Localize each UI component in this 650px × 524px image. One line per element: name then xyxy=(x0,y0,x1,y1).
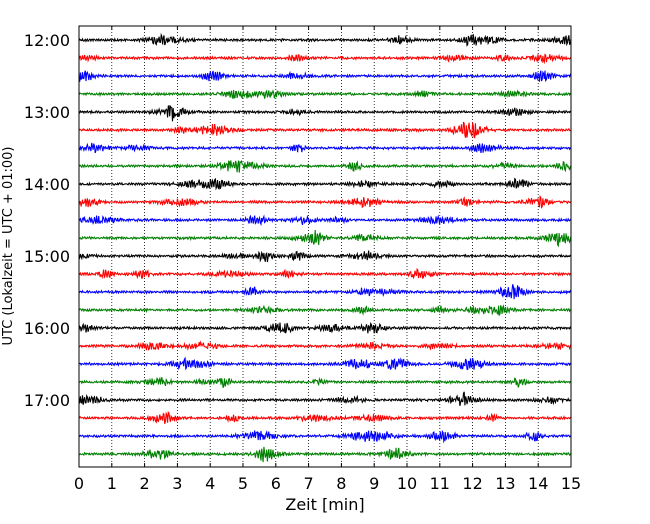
seismic-trace xyxy=(78,229,572,248)
seismic-trace xyxy=(78,391,571,407)
y-tick-label: 13:00 xyxy=(24,103,70,122)
x-tick-label: 2 xyxy=(140,474,150,493)
seismic-trace xyxy=(78,70,572,83)
seismic-trace xyxy=(78,89,572,100)
seismic-trace xyxy=(78,250,571,263)
seismic-trace xyxy=(78,121,572,139)
trace-layer xyxy=(78,32,572,463)
y-tick-label: 15:00 xyxy=(24,247,70,266)
axes-layer: 0 1 2 3 4 5 6 7 8 9 10 11 12 13 14 1512:0013:0014:0015:… xyxy=(24,25,581,493)
x-tick-label: 15 xyxy=(561,474,581,493)
x-tick-label: 14 xyxy=(528,474,548,493)
seismic-trace xyxy=(78,446,572,463)
seismic-trace xyxy=(78,340,572,351)
x-tick-label: 8 xyxy=(336,474,346,493)
x-tick-label: 10 xyxy=(397,474,417,493)
y-tick-label: 14:00 xyxy=(24,175,70,194)
x-tick-label: 13 xyxy=(495,474,515,493)
x-tick-label: 3 xyxy=(172,474,182,493)
seismic-trace xyxy=(78,284,572,300)
seismic-trace xyxy=(78,32,572,47)
seismic-trace xyxy=(78,321,572,334)
seismic-trace xyxy=(78,53,572,65)
seismic-trace xyxy=(78,159,572,173)
seismic-trace xyxy=(78,177,572,191)
x-tick-label: 7 xyxy=(304,474,314,493)
x-tick-label: 1 xyxy=(107,474,117,493)
seismic-trace xyxy=(78,376,572,388)
seismic-trace xyxy=(78,430,572,444)
x-tick-label: 5 xyxy=(238,474,248,493)
y-tick-label: 16:00 xyxy=(24,319,70,338)
x-tick-label: 12 xyxy=(462,474,482,493)
seismic-trace xyxy=(78,304,572,317)
seismic-trace xyxy=(78,214,572,227)
x-tick-label: 6 xyxy=(271,474,281,493)
plot-frame xyxy=(78,25,572,468)
x-tick-label: 4 xyxy=(205,474,215,493)
x-tick-label: 0 xyxy=(74,474,84,493)
x-axis-label: Zeit [min] xyxy=(285,495,364,514)
y-tick-label: 17:00 xyxy=(24,391,70,410)
seismic-trace xyxy=(78,142,572,154)
seismic-trace xyxy=(79,104,572,122)
seismic-trace xyxy=(78,356,572,371)
y-axis-label: UTC (Lokalzeit = UTC + 01:00) xyxy=(1,147,16,346)
y-tick-label: 12:00 xyxy=(24,31,70,50)
x-tick-label: 9 xyxy=(369,474,379,493)
seismic-trace xyxy=(78,195,572,209)
x-tick-label: 11 xyxy=(430,474,450,493)
seismic-trace xyxy=(78,410,572,424)
seismic-trace xyxy=(78,267,572,280)
